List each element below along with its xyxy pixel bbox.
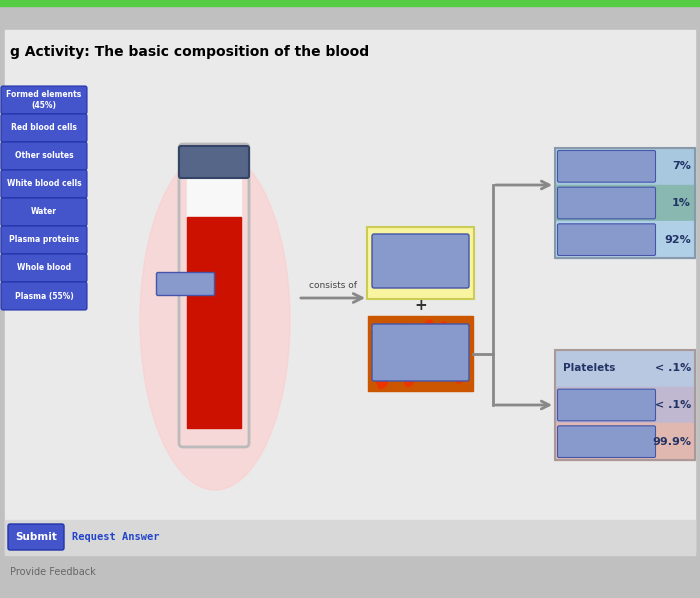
Ellipse shape	[382, 350, 392, 357]
Ellipse shape	[396, 352, 406, 360]
FancyBboxPatch shape	[367, 227, 474, 299]
Ellipse shape	[424, 363, 435, 370]
FancyBboxPatch shape	[1, 142, 87, 170]
Ellipse shape	[426, 327, 435, 335]
Text: 99.9%: 99.9%	[652, 437, 691, 447]
Bar	[555, 350, 695, 387]
Text: Platelets: Platelets	[563, 364, 615, 373]
Text: White blood cells: White blood cells	[7, 179, 81, 188]
Text: < .1%: < .1%	[654, 400, 691, 410]
FancyBboxPatch shape	[557, 187, 655, 219]
Ellipse shape	[400, 350, 407, 360]
Bar	[187, 153, 241, 217]
FancyBboxPatch shape	[1, 114, 87, 142]
FancyBboxPatch shape	[1, 282, 87, 310]
Ellipse shape	[379, 331, 389, 338]
Text: Plasma proteins: Plasma proteins	[9, 236, 79, 245]
Bar	[555, 350, 695, 460]
Ellipse shape	[456, 374, 463, 383]
Bar	[555, 148, 695, 258]
Ellipse shape	[377, 379, 387, 385]
Ellipse shape	[372, 369, 381, 378]
Ellipse shape	[372, 360, 380, 365]
FancyBboxPatch shape	[179, 146, 249, 178]
Text: consists of: consists of	[309, 281, 357, 290]
Ellipse shape	[442, 350, 450, 356]
Ellipse shape	[399, 324, 407, 332]
Ellipse shape	[380, 365, 389, 370]
Ellipse shape	[420, 330, 430, 337]
Text: 92%: 92%	[664, 234, 691, 245]
FancyBboxPatch shape	[1, 86, 87, 114]
Text: Whole blood: Whole blood	[17, 264, 71, 273]
Ellipse shape	[445, 331, 455, 340]
Ellipse shape	[406, 335, 415, 343]
Text: g Activity: The basic composition of the blood: g Activity: The basic composition of the…	[10, 45, 369, 59]
Ellipse shape	[454, 349, 461, 354]
Bar	[555, 387, 695, 423]
Ellipse shape	[385, 328, 395, 335]
FancyBboxPatch shape	[372, 234, 469, 288]
Text: Formed elements
(45%): Formed elements (45%)	[6, 90, 82, 109]
Bar	[5, 520, 695, 555]
Text: 1%: 1%	[672, 198, 691, 208]
Bar	[368, 316, 473, 391]
Text: Red blood cells: Red blood cells	[11, 124, 77, 133]
Ellipse shape	[140, 150, 290, 490]
Ellipse shape	[425, 320, 433, 329]
FancyBboxPatch shape	[557, 426, 655, 457]
Ellipse shape	[378, 380, 387, 388]
Bar	[555, 148, 695, 185]
Bar	[5, 30, 695, 552]
FancyBboxPatch shape	[1, 226, 87, 254]
Ellipse shape	[449, 356, 457, 366]
FancyBboxPatch shape	[8, 524, 64, 550]
Ellipse shape	[405, 377, 414, 386]
FancyBboxPatch shape	[557, 224, 655, 255]
FancyBboxPatch shape	[372, 324, 469, 381]
Ellipse shape	[399, 352, 407, 356]
Ellipse shape	[419, 346, 427, 351]
Text: +: +	[414, 298, 427, 313]
FancyBboxPatch shape	[557, 151, 655, 182]
Text: Provide Feedback: Provide Feedback	[10, 567, 96, 577]
Bar	[0, 0, 700, 6]
Bar	[555, 185, 695, 221]
Ellipse shape	[441, 355, 449, 360]
Ellipse shape	[372, 325, 379, 331]
Bar	[368, 316, 473, 391]
Text: Request Answer: Request Answer	[72, 532, 160, 542]
Ellipse shape	[400, 338, 408, 347]
Text: Plasma (55%): Plasma (55%)	[15, 291, 74, 301]
FancyBboxPatch shape	[1, 254, 87, 282]
Ellipse shape	[441, 322, 449, 331]
Ellipse shape	[412, 367, 421, 376]
Bar	[187, 217, 241, 428]
Bar	[555, 221, 695, 258]
FancyBboxPatch shape	[1, 170, 87, 198]
Text: 7%: 7%	[672, 161, 691, 172]
Text: Other solutes: Other solutes	[15, 151, 74, 160]
Ellipse shape	[395, 359, 403, 368]
Text: < .1%: < .1%	[654, 364, 691, 373]
Text: Submit: Submit	[15, 532, 57, 542]
Text: Water: Water	[31, 208, 57, 216]
Bar	[555, 423, 695, 460]
FancyBboxPatch shape	[1, 198, 87, 226]
FancyBboxPatch shape	[557, 389, 655, 421]
FancyBboxPatch shape	[157, 273, 214, 295]
